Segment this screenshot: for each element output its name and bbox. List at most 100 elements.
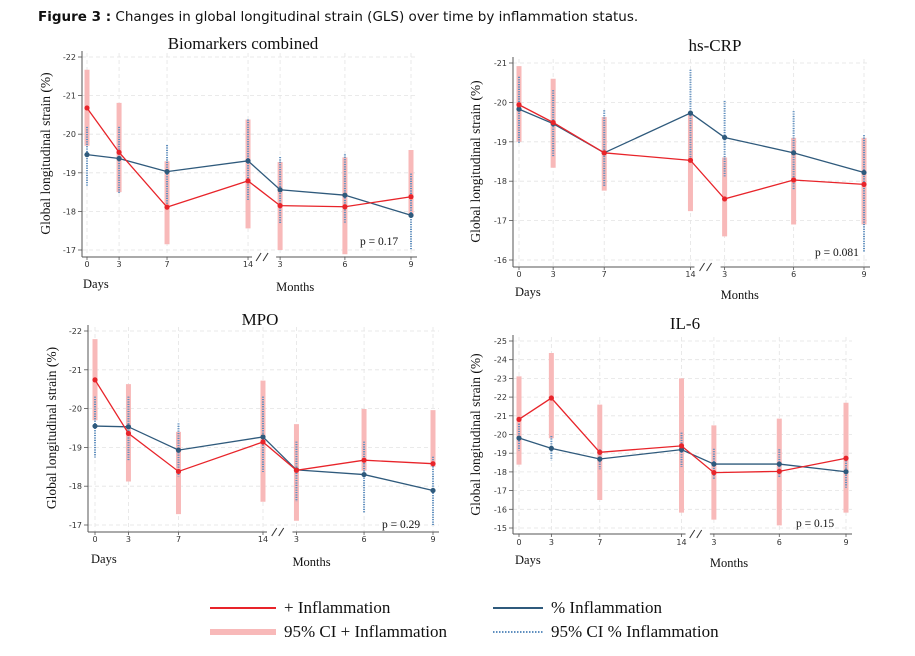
data-point-no-inflammation — [277, 187, 283, 193]
p-value-annotation: p = 0.29 — [382, 519, 420, 531]
y-tick-label: -17 — [494, 217, 507, 226]
axis-break-mark — [262, 252, 269, 262]
x-tick-label: 9 — [430, 535, 435, 544]
y-tick-label: -17 — [494, 487, 507, 496]
data-point-no-inflammation — [861, 169, 867, 176]
y-tick-label: -19 — [494, 449, 507, 458]
x-tick-label: 0 — [516, 270, 521, 279]
data-point-no-inflammation — [116, 155, 122, 162]
data-point-inflammation — [776, 468, 782, 474]
x-tick-label: 14 — [258, 535, 268, 544]
y-tick-label: -20 — [69, 405, 82, 414]
y-tick-label: -18 — [494, 468, 507, 477]
y-tick-label: -21 — [63, 92, 76, 101]
x-group-label-months: Months — [276, 280, 314, 294]
x-tick-label: 14 — [676, 538, 686, 547]
x-group-label-months: Months — [710, 556, 748, 570]
data-point-no-inflammation — [776, 461, 782, 467]
x-tick-label: 6 — [791, 270, 796, 279]
data-point-inflammation — [861, 181, 867, 187]
data-point-no-inflammation — [260, 434, 266, 440]
chart-title: MPO — [242, 310, 279, 329]
chart-mpo: -22 -21 -20 -19 -18 -17 0 3 7 14 3 6 9 Days Months MPO G… — [44, 310, 439, 569]
data-point-inflammation — [408, 194, 414, 200]
y-tick-label: -18 — [494, 177, 507, 186]
data-point-inflammation — [293, 467, 300, 473]
y-tick-label: -19 — [63, 169, 76, 178]
x-tick-label: 3 — [711, 538, 716, 547]
legend-label: % Inflammation — [551, 598, 662, 617]
x-tick-label: 6 — [777, 538, 782, 547]
x-group-label-months: Months — [292, 555, 330, 569]
y-tick-label: -17 — [63, 246, 76, 255]
y-tick-label: -19 — [69, 443, 82, 452]
data-point-no-inflammation — [597, 456, 603, 462]
y-axis-label: Global longitudinal strain (%) — [468, 353, 483, 515]
chart-biomarkers-combined: -22 -21 -20 -19 -18 -17 0 3 7 14 3 6 9 Days Months Biom… — [38, 34, 417, 294]
x-tick-label: 6 — [342, 260, 347, 269]
data-point-no-inflammation — [687, 110, 694, 116]
figure-caption-text: Changes in global longitudinal strain (G… — [111, 9, 639, 25]
data-point-inflammation — [687, 157, 694, 163]
x-tick-label: 0 — [92, 535, 97, 544]
x-tick-label: 3 — [551, 270, 556, 279]
data-point-no-inflammation — [175, 447, 182, 453]
x-tick-label: 7 — [164, 260, 169, 269]
chart-title: Biomarkers combined — [168, 34, 319, 53]
data-point-inflammation — [597, 449, 603, 455]
legend-label: + Inflammation — [284, 598, 391, 617]
legend-label: 95% CI % Inflammation — [551, 622, 719, 641]
data-point-inflammation — [791, 177, 797, 183]
p-value-annotation: p = 0.081 — [815, 247, 859, 259]
data-point-inflammation — [711, 470, 717, 476]
data-point-no-inflammation — [342, 192, 348, 198]
data-point-inflammation — [260, 439, 266, 445]
data-point-no-inflammation — [516, 106, 522, 112]
legend-item-ci-no-inflammation: 95% CI % Inflammation — [493, 622, 719, 642]
x-group-label-months: Months — [721, 288, 759, 302]
y-tick-label: -22 — [63, 53, 76, 62]
chart-hs-crp: -21 -20 -19 -18 -17 -16 0 3 7 14 3 6 9 Days Months hs-C… — [468, 36, 870, 302]
data-point-inflammation — [245, 178, 251, 184]
y-tick-label: -17 — [69, 521, 82, 530]
y-tick-label: -25 — [494, 337, 507, 346]
data-point-no-inflammation — [408, 212, 414, 218]
x-tick-label: 3 — [549, 538, 554, 547]
y-tick-label: -23 — [494, 374, 507, 383]
red-line-swatch-icon — [210, 607, 276, 609]
x-tick-label: 14 — [685, 270, 695, 279]
x-tick-label: 0 — [516, 538, 521, 547]
y-tick-label: -19 — [494, 138, 507, 147]
x-group-label-days: Days — [83, 277, 109, 291]
axis-break-mark — [706, 262, 712, 272]
data-point-inflammation — [116, 149, 122, 155]
y-tick-label: -21 — [494, 412, 507, 421]
data-point-inflammation — [722, 196, 728, 202]
x-tick-label: 6 — [362, 535, 367, 544]
x-tick-label: 3 — [117, 260, 122, 269]
x-tick-label: 3 — [722, 270, 727, 279]
data-point-no-inflammation — [678, 447, 685, 453]
legend-item-inflammation: + Inflammation — [210, 598, 390, 618]
data-point-inflammation — [516, 102, 522, 108]
legend: + Inflammation 95% CI + Inflammation % I… — [0, 596, 915, 646]
data-point-no-inflammation — [92, 423, 98, 429]
y-tick-label: -18 — [69, 482, 82, 491]
x-tick-label: 3 — [294, 535, 299, 544]
data-point-no-inflammation — [84, 152, 90, 158]
y-tick-label: -16 — [494, 505, 507, 514]
x-tick-label: 0 — [84, 260, 89, 269]
x-group-label-days: Days — [515, 285, 541, 299]
y-tick-label: -16 — [494, 256, 507, 265]
data-point-inflammation — [430, 461, 436, 467]
axis-break-mark — [255, 252, 262, 262]
data-point-no-inflammation — [164, 169, 170, 175]
axis-break-mark — [699, 262, 705, 272]
data-point-inflammation — [92, 377, 98, 383]
y-axis-label: Global longitudinal strain (%) — [468, 80, 483, 242]
x-tick-label: 3 — [278, 260, 283, 269]
blue-dotted-swatch-icon — [493, 631, 543, 633]
x-tick-label: 7 — [176, 535, 181, 544]
y-axis-label: Global longitudinal strain (%) — [38, 72, 53, 234]
axis-break-mark — [696, 529, 703, 539]
